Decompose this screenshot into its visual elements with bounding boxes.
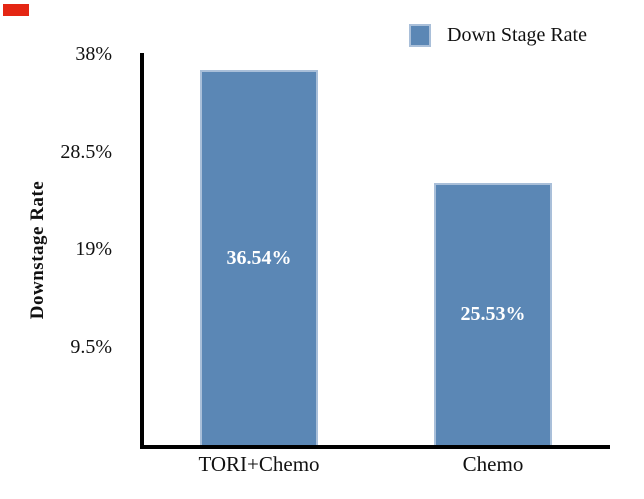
y-tick-label: 19%: [75, 238, 112, 261]
bar-TORI+Chemo: 36.54%: [200, 69, 318, 445]
y-axis-line: [140, 53, 144, 449]
legend-swatch-icon: [409, 24, 431, 47]
x-category-label: Chemo: [462, 452, 524, 476]
legend-label: Down Stage Rate: [447, 24, 587, 46]
x-category-label: TORI+Chemo: [198, 452, 320, 476]
y-tick-label: 28.5%: [60, 140, 112, 163]
y-tick-label: 38%: [75, 43, 112, 66]
bar-value-label: 25.53%: [460, 303, 526, 326]
plot-area: 36.54% 25.53%: [142, 55, 610, 445]
bar-value-label: 36.54%: [226, 246, 292, 269]
x-axis-line: [140, 445, 610, 449]
y-tick-label: 9.5%: [70, 335, 112, 358]
corner-red-mark: [3, 4, 29, 16]
bar-Chemo: 25.53%: [434, 182, 552, 445]
legend: Down Stage Rate: [409, 24, 587, 47]
